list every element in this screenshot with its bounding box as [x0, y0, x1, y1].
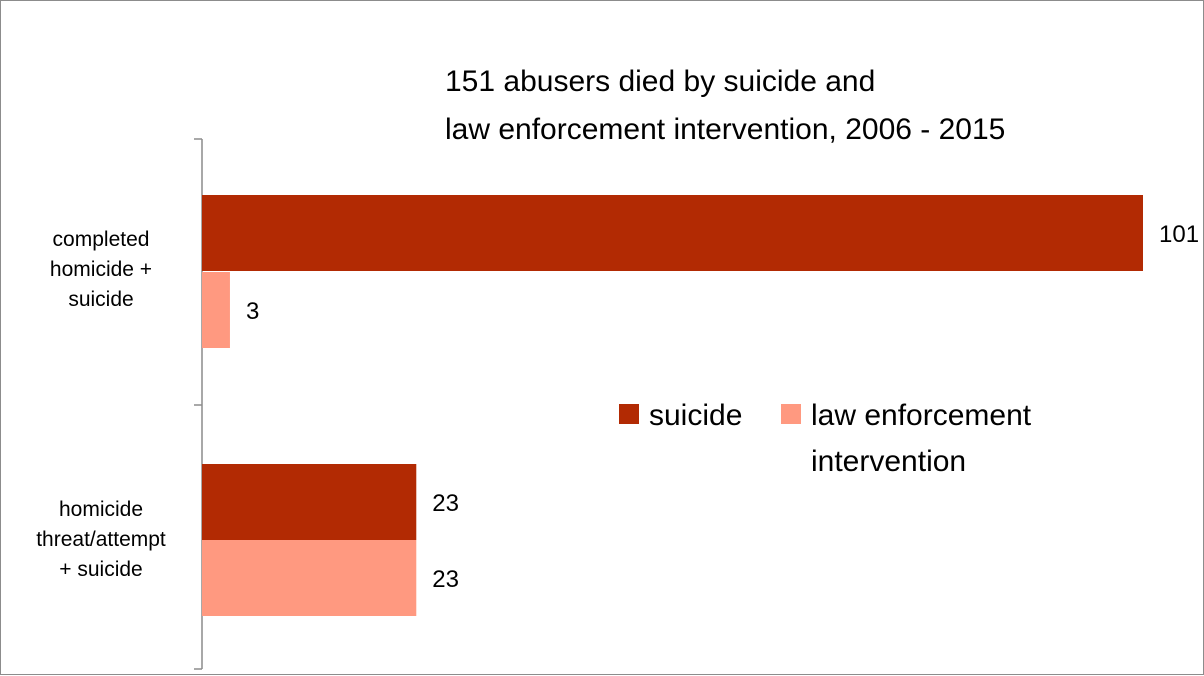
legend-label: law enforcement	[811, 399, 1032, 432]
data-label: 23	[432, 490, 459, 517]
data-label: 3	[246, 298, 259, 325]
data-labels: 101 3 23 23	[246, 221, 1199, 593]
bar	[202, 540, 417, 616]
category-axis	[194, 138, 203, 670]
category-label: suicide	[68, 288, 133, 311]
category-label: completed	[53, 228, 150, 251]
chart-title-line: law enforcement intervention, 2006 - 201…	[445, 113, 1005, 146]
category-label: threat/attempt	[36, 528, 166, 551]
legend-label: suicide	[649, 399, 742, 432]
legend-swatch	[781, 404, 801, 424]
bar	[202, 464, 417, 540]
data-label: 101	[1159, 221, 1199, 248]
chart-title-line: 151 abusers died by suicide and	[445, 65, 875, 98]
bar	[202, 272, 230, 348]
legend-label: intervention	[811, 445, 966, 478]
data-label: 23	[432, 566, 459, 593]
bar	[202, 195, 1143, 271]
category-label: + suicide	[59, 558, 142, 581]
category-label: homicide +	[50, 258, 152, 281]
category-labels: completed homicide + suicide homicide threat…	[36, 228, 166, 581]
legend: suicide law enforcement intervention	[619, 399, 1032, 478]
chart-title: 151 abusers died by suicide and law enfor…	[445, 65, 1005, 146]
bars	[202, 195, 1143, 616]
legend-swatch	[619, 404, 639, 424]
category-label: homicide	[59, 498, 143, 521]
